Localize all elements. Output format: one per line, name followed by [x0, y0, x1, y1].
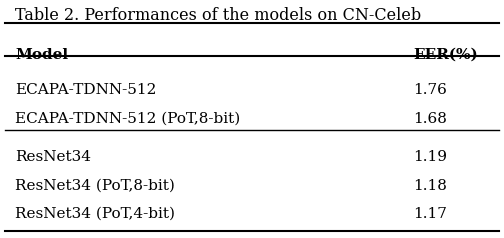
Text: Table 2. Performances of the models on CN-Celeb: Table 2. Performances of the models on C…	[15, 7, 421, 24]
Text: ECAPA-TDNN-512: ECAPA-TDNN-512	[15, 83, 157, 97]
Text: 1.19: 1.19	[413, 150, 447, 164]
Text: 1.76: 1.76	[413, 83, 447, 97]
Text: ResNet34 (PoT,4-bit): ResNet34 (PoT,4-bit)	[15, 207, 175, 221]
Text: ResNet34 (PoT,8-bit): ResNet34 (PoT,8-bit)	[15, 178, 175, 193]
Text: 1.68: 1.68	[413, 112, 447, 126]
Text: 1.18: 1.18	[413, 178, 447, 193]
Text: EER(%): EER(%)	[413, 48, 478, 62]
Text: ECAPA-TDNN-512 (PoT,8-bit): ECAPA-TDNN-512 (PoT,8-bit)	[15, 112, 240, 126]
Text: Model: Model	[15, 48, 68, 62]
Text: 1.17: 1.17	[413, 207, 447, 221]
Text: ResNet34: ResNet34	[15, 150, 91, 164]
